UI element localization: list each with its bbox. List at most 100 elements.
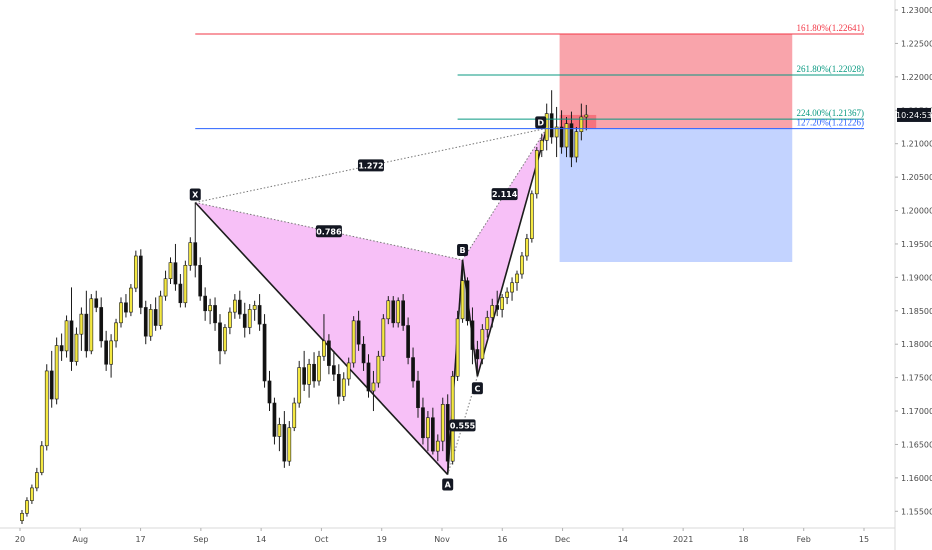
candle-up <box>317 355 321 382</box>
candle-up <box>460 280 465 320</box>
ratio-label-bd-box <box>491 188 518 201</box>
y-tick-label: 1.23000 <box>901 6 932 15</box>
point-label-a-box <box>442 478 454 491</box>
point-label-a: A <box>442 478 454 491</box>
y-tick-labels: 1.15500 1.16000 1.16500 1.17000 1.17500 1.180… <box>895 6 932 516</box>
candle-up <box>351 320 356 364</box>
leg-ab <box>446 259 464 475</box>
current-price-box <box>897 107 931 122</box>
candle-up <box>109 340 113 365</box>
fib-level-label: 261.80%(1.22028) <box>797 64 865 74</box>
x-tick-label: Nov <box>434 535 450 544</box>
point-label-x: X <box>189 188 201 201</box>
candle-up <box>490 305 495 318</box>
candle-up <box>455 318 460 377</box>
candle-up <box>25 500 29 514</box>
candle-up <box>34 472 39 489</box>
ratio-label-bd-text: 2.114 <box>492 190 518 199</box>
candle-up <box>500 297 505 310</box>
point-label-c: C <box>471 382 483 395</box>
point-label-d: D <box>535 116 547 129</box>
fib-level-label: 127.20%(1.21226) <box>797 118 865 128</box>
y-tick-label: 1.20000 <box>901 207 932 216</box>
candle-up <box>346 362 351 380</box>
candle-down <box>366 362 371 392</box>
candle-down <box>94 298 99 308</box>
candle-down <box>213 305 217 324</box>
candle-down <box>84 313 89 352</box>
ratio-label-xd-box <box>357 159 384 172</box>
candle-up <box>515 273 519 284</box>
candle-down <box>302 367 307 385</box>
candle-up <box>30 487 34 501</box>
candle-up <box>396 300 401 324</box>
point-label-b-box <box>457 243 469 256</box>
candle-up <box>505 291 509 298</box>
x-tick-label: Dec <box>555 535 570 544</box>
candle-up <box>386 300 391 320</box>
candle-up <box>163 278 168 297</box>
y-tick-label: 1.22500 <box>901 39 932 48</box>
candle-up <box>89 298 94 352</box>
candle-up <box>584 114 589 118</box>
ratio-label-xb: 0.786 <box>315 225 342 238</box>
candle-down <box>153 309 158 326</box>
candle-up <box>20 512 24 521</box>
x-tick-label: 18 <box>738 535 748 544</box>
candle-up <box>277 424 282 437</box>
y-tick-label: 1.19000 <box>901 273 932 282</box>
x-tick-label: 15 <box>859 535 869 544</box>
candle-up <box>322 340 326 357</box>
candle-down <box>69 320 74 362</box>
candle-down <box>406 325 410 358</box>
candle-up <box>520 255 524 275</box>
candle-up <box>79 313 84 335</box>
candle-up <box>440 404 445 442</box>
fibonacci-levels[interactable]: 161.80%(1.22641) 261.80%(1.22028) 224.00%(… <box>195 23 865 130</box>
x-tick-label: Feb <box>797 535 811 544</box>
candle-up <box>54 345 59 400</box>
harmonic-pattern-fill[interactable] <box>194 127 548 476</box>
point-label-x-box <box>189 188 201 201</box>
candle-up <box>168 262 173 280</box>
x-tick-label: Sep <box>193 535 208 544</box>
candle-up <box>119 302 123 324</box>
x-tick-labels: 20 Aug 17 Sep 14 Oct 19 Nov 16 Dec 14 2021 18 Feb 15 <box>15 528 869 544</box>
candle-up <box>529 193 534 239</box>
candle-down <box>257 305 262 325</box>
point-label-x-text: X <box>192 191 199 200</box>
point-label-b-text: B <box>459 246 465 255</box>
candle-down <box>331 365 336 375</box>
candle-up <box>564 123 569 148</box>
candle-up <box>39 445 44 473</box>
current-price-text: 10:24:53 <box>896 111 932 120</box>
y-tick-label: 1.16500 <box>901 440 932 449</box>
candle-up <box>129 287 133 313</box>
point-label-d-box <box>535 116 547 129</box>
candle-up <box>74 333 79 362</box>
candle-down <box>411 357 415 382</box>
ratio-label-ac-text: 0.555 <box>450 421 476 430</box>
candle-down <box>549 113 554 138</box>
y-tick-label: 1.18000 <box>901 340 932 349</box>
x-tick-label: Aug <box>72 535 88 544</box>
candle-down <box>282 424 287 462</box>
candle-up <box>554 126 559 138</box>
position-zones[interactable] <box>559 34 793 262</box>
ratio-label-bd: 2.114 <box>491 188 518 201</box>
candle-down <box>327 340 331 366</box>
point-label-d-text: D <box>537 118 544 127</box>
candle-up <box>158 295 163 326</box>
candle-down <box>421 407 425 439</box>
candlestick-series <box>20 90 589 524</box>
candle-up <box>485 317 490 330</box>
fib-level-label: 224.00%(1.21367) <box>797 108 865 118</box>
candle-down <box>401 300 406 326</box>
candle-up <box>574 131 579 158</box>
candle-down <box>237 299 242 315</box>
y-tick-label: 1.15500 <box>901 507 932 516</box>
current-price-tag[interactable]: 10:24:53 <box>896 107 932 122</box>
candle-up <box>252 305 257 310</box>
leg-bc <box>461 259 479 377</box>
